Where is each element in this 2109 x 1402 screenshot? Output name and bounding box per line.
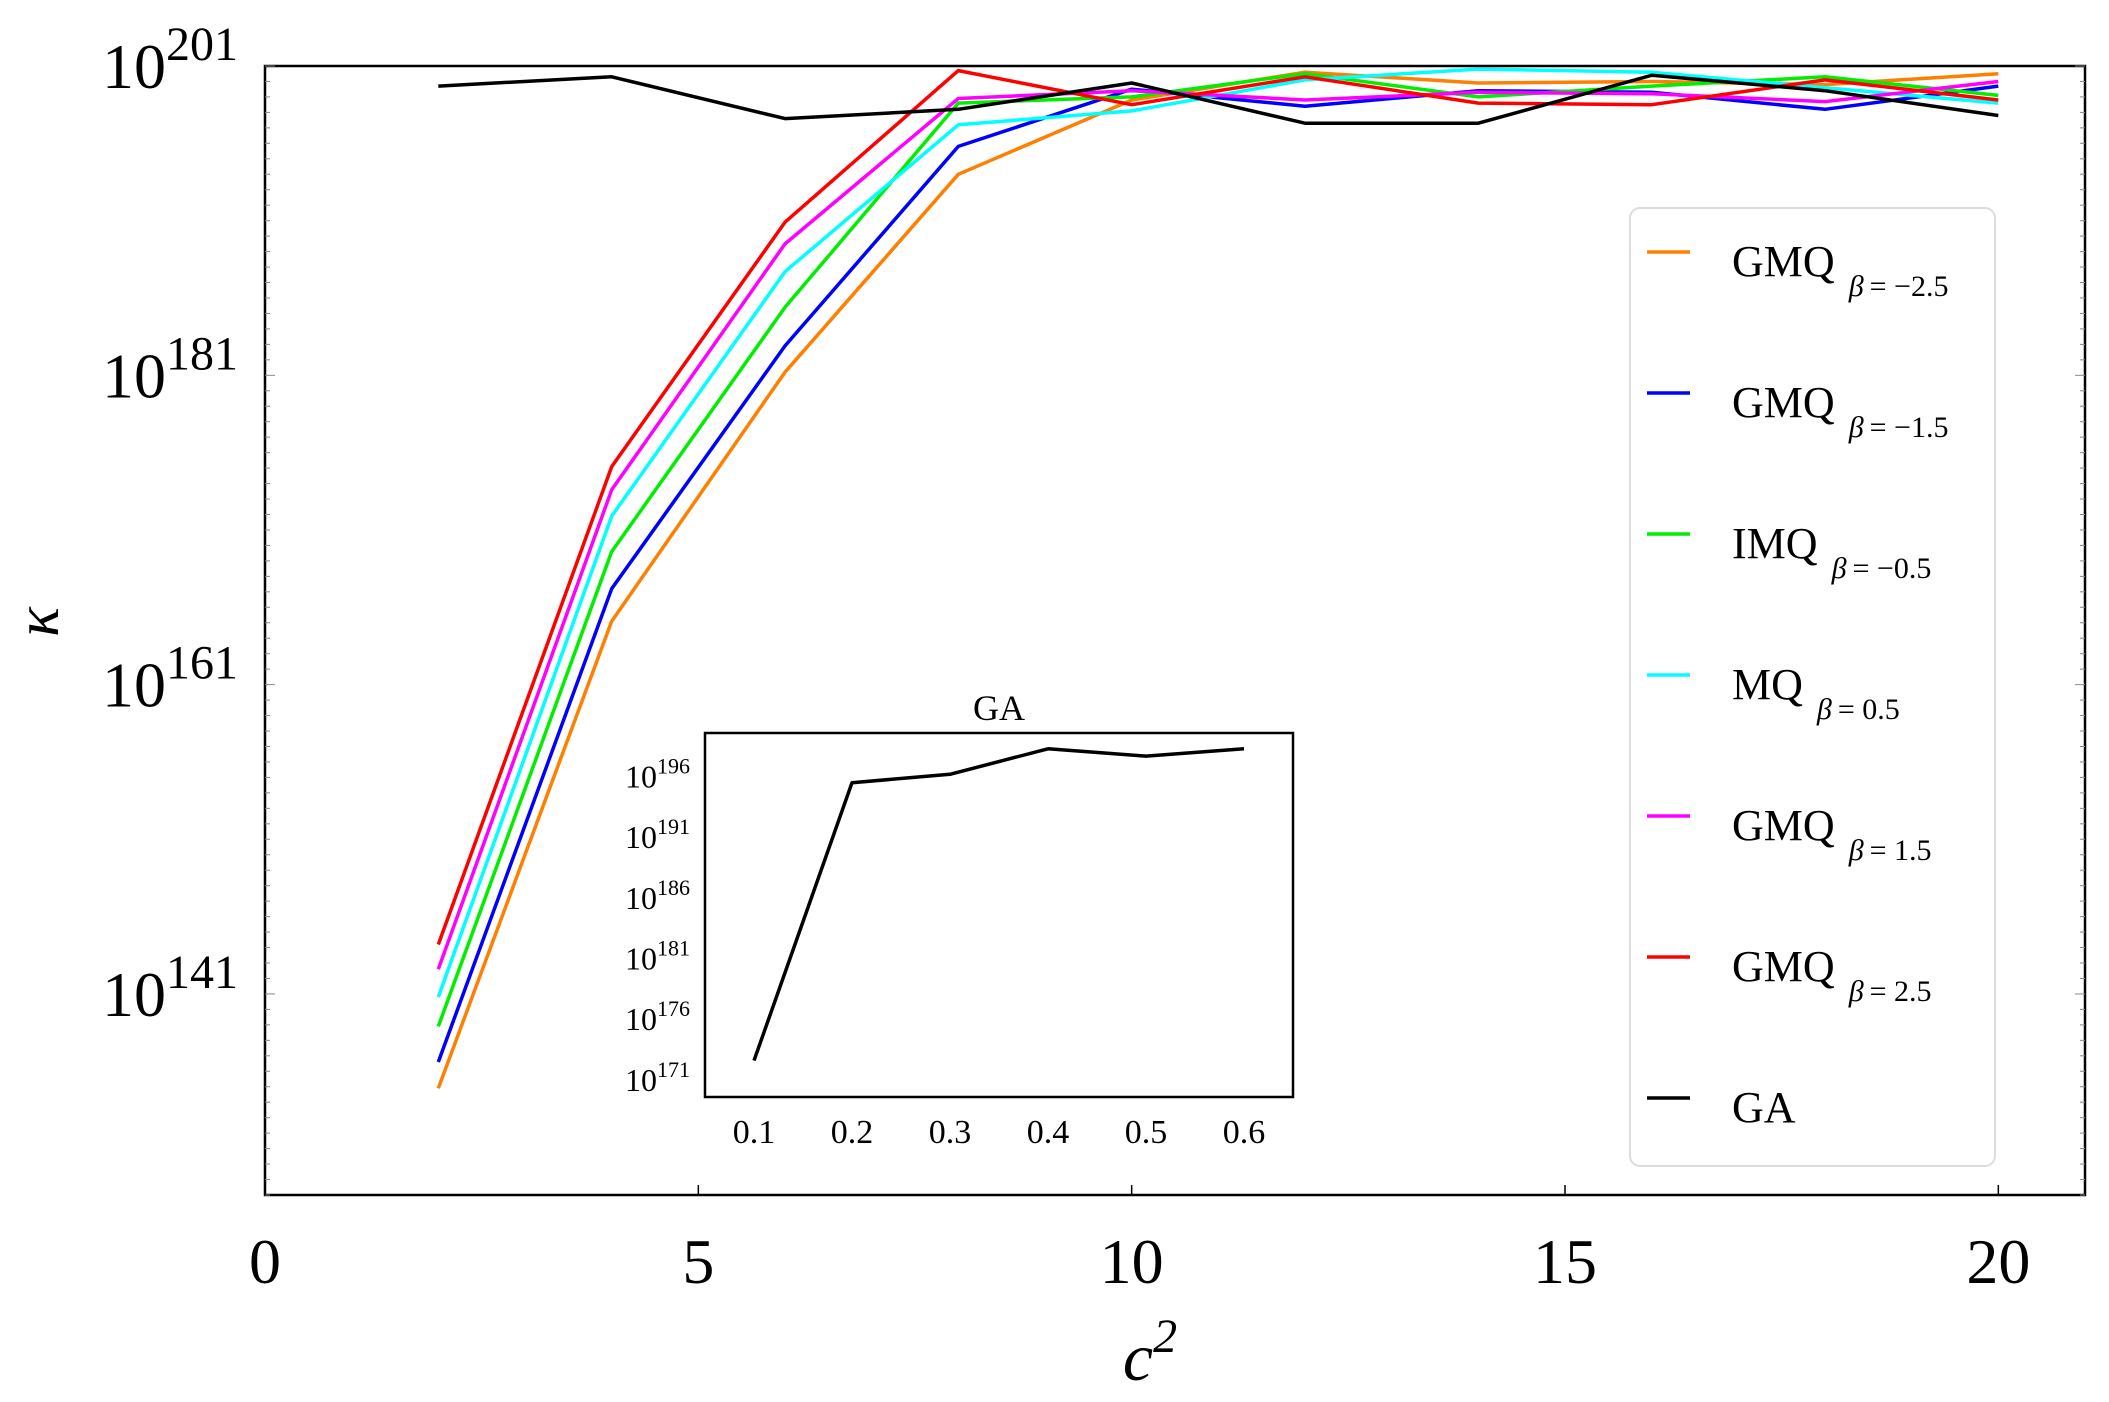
legend-name: GMQ: [1732, 378, 1835, 427]
legend-name: IMQ: [1732, 519, 1818, 568]
main-minor-ticks: [265, 65, 2085, 1196]
inset-y-tick-exp: 176: [657, 996, 690, 1021]
inset-title: GA: [973, 688, 1025, 728]
inset-y-tick-exp: 196: [657, 753, 690, 778]
legend-beta-value: = −2.5: [1870, 270, 1949, 303]
legend-beta: β: [1848, 834, 1864, 867]
inset-y-tick-label: 10186: [625, 875, 690, 916]
series-line-4: [436, 79, 1999, 970]
legend-beta-value: = −0.5: [1853, 552, 1932, 585]
inset-x-tick-label: 0.2: [831, 1114, 874, 1151]
legend-beta: β: [1848, 411, 1864, 444]
inset-y-tick-label: 10196: [625, 753, 690, 794]
legend-label: GMQ β = −2.5: [1732, 237, 1948, 303]
main-plot-frame: [263, 64, 2087, 1197]
legend-name: GMQ: [1732, 942, 1835, 991]
inset-y-tick-base: 10: [625, 1062, 657, 1098]
inset-x-tick-label: 0.6: [1223, 1114, 1266, 1151]
y-tick-label: 10181: [102, 327, 238, 411]
x-axis-title-sup: 2: [1153, 1310, 1177, 1363]
series-line-1: [436, 84, 1999, 1063]
legend-label: GMQ β = 2.5: [1732, 942, 1932, 1008]
legend-beta: β: [1848, 975, 1864, 1008]
y-axis-title: κ: [4, 606, 72, 637]
legend-label: GMQ β = 1.5: [1732, 801, 1932, 867]
series-line-6: [438, 73, 1999, 125]
legend-label: GMQ β = −1.5: [1732, 378, 1948, 444]
inset-y-tick-base: 10: [625, 819, 657, 855]
inset-x-ticks: 0.1 0.2 0.3 0.4 0.5 0.6: [733, 1114, 1266, 1151]
x-axis-title-main: c: [1123, 1319, 1153, 1395]
inset-y-tick-label: 10176: [625, 996, 690, 1037]
series-line-5: [436, 68, 1999, 946]
legend-beta-value: = −1.5: [1870, 411, 1949, 444]
x-tick-label: 5: [682, 1226, 714, 1297]
legend-beta-value: = 1.5: [1870, 834, 1932, 867]
y-tick-base: 10: [102, 31, 166, 102]
inset-x-tick-label: 0.1: [733, 1114, 776, 1151]
y-tick-exp: 181: [166, 327, 238, 380]
legend-name: MQ: [1732, 660, 1803, 709]
x-tick-label: 20: [1966, 1226, 2030, 1297]
y-tick-base: 10: [102, 959, 166, 1030]
inset-y-tick-base: 10: [625, 880, 657, 916]
y-tick-base: 10: [102, 650, 166, 721]
y-tick-label: 10201: [102, 18, 238, 102]
inset-series-line: [752, 747, 1245, 1062]
main-series: [436, 67, 1999, 1089]
legend-beta: β: [1831, 552, 1847, 585]
legend-beta-value: = 2.5: [1870, 975, 1932, 1008]
inset-y-tick-base: 10: [625, 1001, 657, 1037]
inset-plot-frame: [703, 731, 1295, 1099]
legend-box: [1629, 207, 1996, 1167]
legend-name: GMQ: [1732, 237, 1835, 286]
inset-x-tick-label: 0.3: [929, 1114, 972, 1151]
x-tick-label: 15: [1533, 1226, 1597, 1297]
inset-y-tick-label: 10171: [625, 1057, 690, 1098]
inset-y-tick-exp: 186: [657, 875, 690, 900]
y-tick-label: 10161: [102, 637, 238, 721]
legend-label: IMQ β = −0.5: [1732, 519, 1931, 585]
y-tick-label: 10141: [102, 946, 238, 1030]
x-tick-label: 0: [249, 1226, 281, 1297]
x-axis-title: c2: [1123, 1310, 1177, 1395]
main-x-ticks: 0 5 10 15 20: [249, 1185, 2030, 1297]
y-tick-exp: 201: [166, 18, 238, 71]
y-tick-base: 10: [102, 340, 166, 411]
y-tick-exp: 161: [166, 637, 238, 690]
legend-name: GA: [1732, 1083, 1796, 1132]
legend-beta-value: = 0.5: [1838, 693, 1900, 726]
y-tick-exp: 141: [166, 946, 238, 999]
legend-label: GA: [1732, 1083, 1796, 1132]
inset-x-tick-label: 0.4: [1027, 1114, 1070, 1151]
inset-y-tick-label: 10191: [625, 814, 690, 855]
inset-y-tick-label: 10181: [625, 935, 690, 976]
legend-beta: β: [1816, 693, 1832, 726]
legend-label: MQ β = 0.5: [1732, 660, 1900, 726]
legend-beta: β: [1848, 270, 1864, 303]
inset-y-tick-exp: 171: [657, 1057, 690, 1082]
inset-series: [752, 747, 1245, 1062]
inset-y-tick-base: 10: [625, 758, 657, 794]
legend-name: GMQ: [1732, 801, 1835, 850]
x-tick-label: 10: [1100, 1226, 1164, 1297]
inset-y-tick-base: 10: [625, 940, 657, 976]
inset-y-tick-exp: 191: [657, 814, 690, 839]
inset-x-tick-label: 0.5: [1125, 1114, 1168, 1151]
inset-y-tick-exp: 181: [657, 935, 690, 960]
